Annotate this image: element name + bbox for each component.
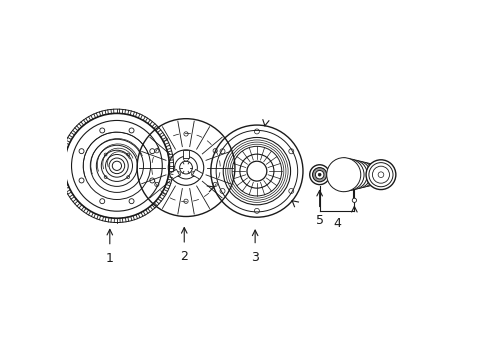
- Text: 5: 5: [315, 214, 323, 227]
- Circle shape: [363, 165, 383, 185]
- Circle shape: [342, 161, 370, 189]
- Circle shape: [318, 173, 321, 176]
- Circle shape: [366, 160, 395, 190]
- Circle shape: [351, 198, 356, 202]
- Circle shape: [358, 164, 380, 186]
- Bar: [192, 170, 203, 179]
- Text: 2: 2: [180, 250, 188, 263]
- Circle shape: [326, 158, 360, 192]
- Text: 3: 3: [251, 251, 259, 264]
- Bar: [169, 170, 179, 179]
- Text: 1: 1: [106, 252, 114, 265]
- Circle shape: [331, 159, 363, 191]
- Circle shape: [337, 160, 366, 190]
- Text: 4: 4: [332, 216, 340, 230]
- Bar: [183, 150, 189, 158]
- Circle shape: [353, 163, 376, 186]
- Circle shape: [347, 162, 373, 188]
